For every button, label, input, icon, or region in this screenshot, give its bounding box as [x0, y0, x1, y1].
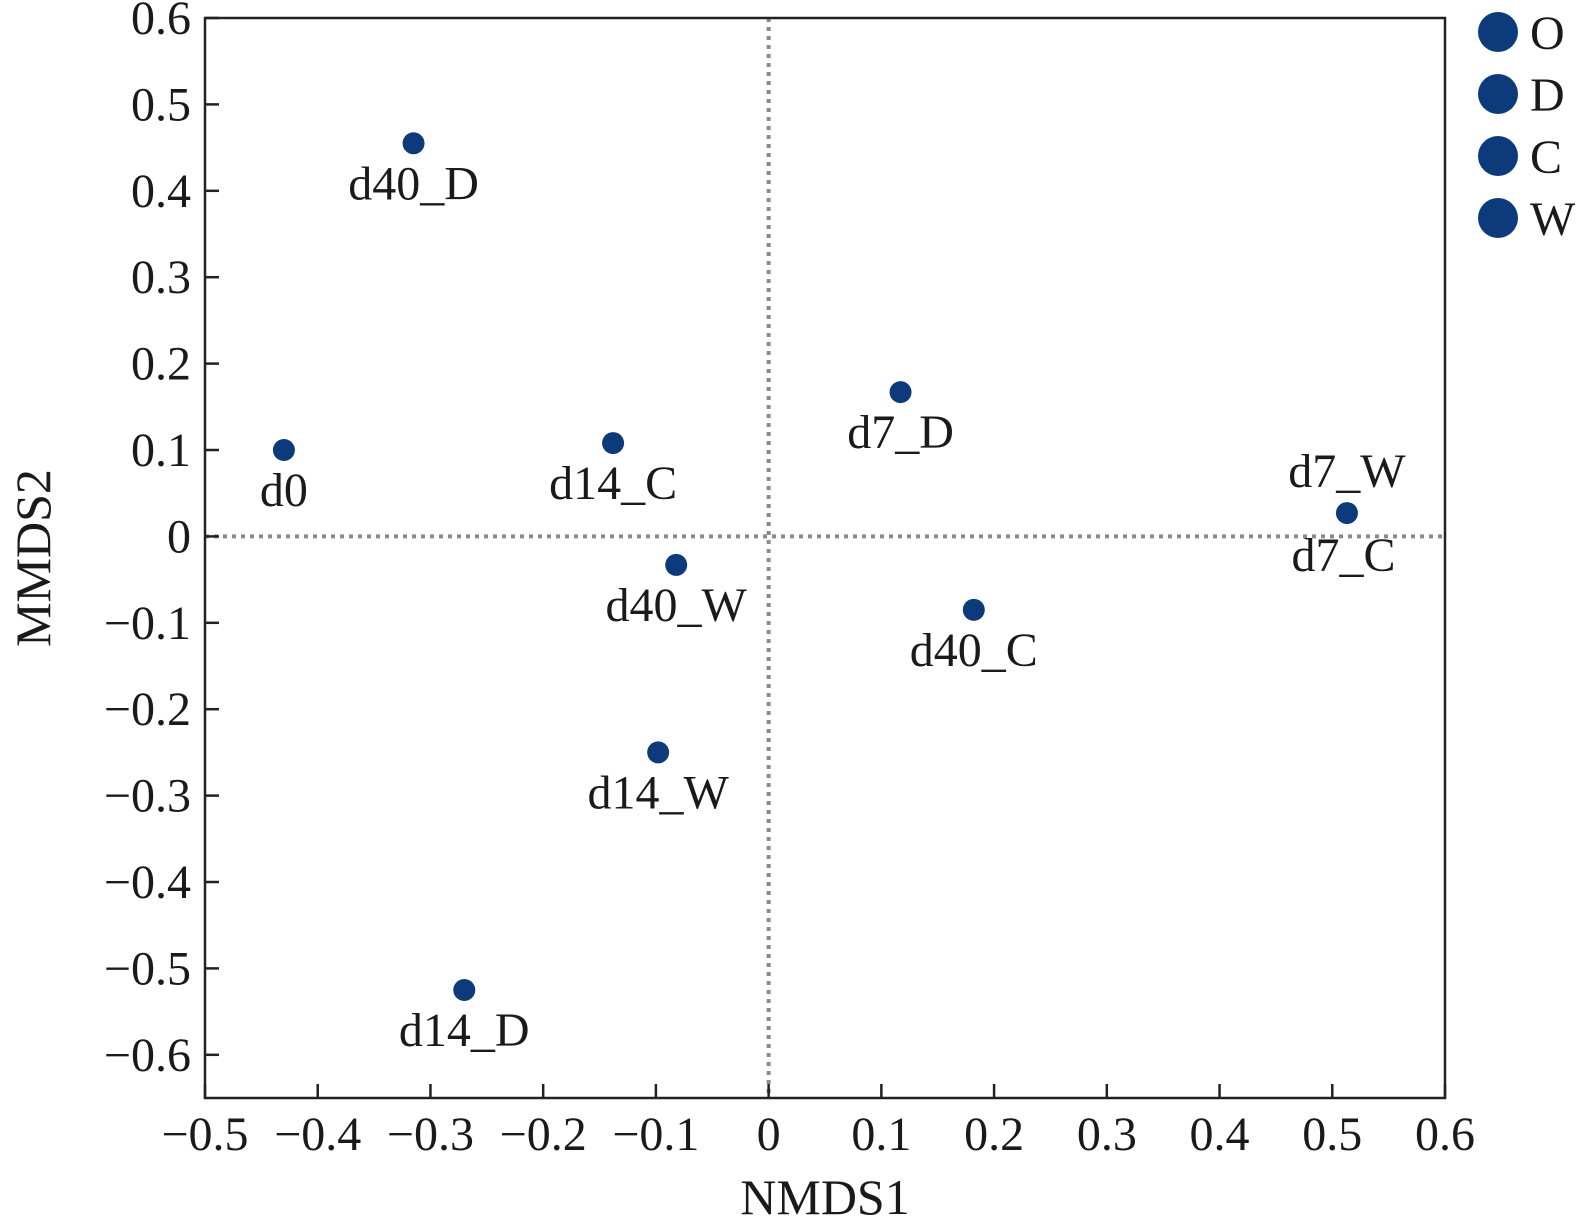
y-tick-label: −0.6: [104, 1029, 191, 1082]
y-tick-label: −0.4: [104, 856, 191, 909]
data-point: [402, 132, 425, 155]
legend-marker: [1478, 74, 1518, 114]
data-points: d0 d40_D d14_C d40_W d14_W d14_D d7_D d40_C d7_W…: [260, 132, 1406, 1057]
y-tick-label: −0.5: [104, 942, 191, 995]
x-tick-label: 0: [757, 1108, 781, 1161]
legend-marker: [1478, 136, 1518, 176]
data-point: [272, 439, 295, 461]
x-tick-label: −0.3: [387, 1108, 474, 1161]
y-tick-label: 0: [167, 510, 191, 563]
y-axis-title: MMDS2: [5, 469, 61, 647]
data-point-label: d40_C: [910, 624, 1038, 677]
data-point: [647, 741, 670, 764]
data-point: [1335, 502, 1358, 525]
data-point-label: d40_D: [348, 157, 479, 210]
data-point-label: d0: [260, 464, 308, 517]
data-point: [962, 598, 985, 621]
axis-ticks: −0.5 −0.4 −0.3 −0.2 −0.1 0 0.1 0.2 0.3 0.4 0.5 0.6 −…: [104, 0, 1475, 1161]
x-tick-label: −0.2: [500, 1108, 587, 1161]
x-axis-title: NMDS1: [740, 1169, 909, 1225]
x-tick-label: −0.1: [612, 1108, 699, 1161]
legend-label: W: [1530, 193, 1576, 246]
legend-label: D: [1530, 69, 1565, 122]
y-tick-label: −0.3: [104, 770, 191, 823]
x-tick-label: 0.1: [851, 1108, 911, 1161]
y-tick-label: 0.6: [131, 0, 191, 45]
legend-marker: [1478, 198, 1518, 238]
y-tick-label: 0.3: [131, 251, 191, 304]
y-tick-label: 0.5: [131, 78, 191, 131]
x-tick-label: −0.4: [274, 1108, 361, 1161]
data-point-label: d14_D: [399, 1004, 530, 1057]
data-point-label: d14_C: [549, 457, 677, 510]
x-tick-label: 0.5: [1302, 1108, 1362, 1161]
x-tick-label: 0.4: [1190, 1108, 1250, 1161]
y-tick-label: 0.2: [131, 338, 191, 391]
y-tick-label: −0.2: [104, 683, 191, 736]
x-tick-label: 0.6: [1415, 1108, 1475, 1161]
x-tick-label: −0.5: [161, 1108, 248, 1161]
x-tick-label: 0.3: [1077, 1108, 1137, 1161]
data-point: [889, 381, 912, 404]
data-point: [453, 979, 476, 1001]
data-point-label: d14_W: [588, 766, 730, 819]
reference-lines: [205, 18, 1445, 1098]
legend-label: C: [1530, 131, 1562, 184]
data-point-label: d7_D: [847, 406, 954, 459]
data-point-label: d7_W: [1288, 445, 1406, 498]
x-tick-label: 0.2: [964, 1108, 1024, 1161]
data-point-label: d40_W: [606, 579, 748, 632]
y-tick-label: 0.1: [131, 424, 191, 477]
y-tick-label: 0.4: [131, 165, 191, 218]
legend-label: O: [1530, 7, 1565, 60]
data-point-label: d7_C: [1292, 529, 1396, 582]
y-tick-label: −0.1: [104, 597, 191, 650]
plot-area-frame: [203, 16, 1447, 1100]
legend-marker: [1478, 12, 1518, 52]
data-point: [665, 553, 688, 576]
data-point: [602, 432, 625, 455]
